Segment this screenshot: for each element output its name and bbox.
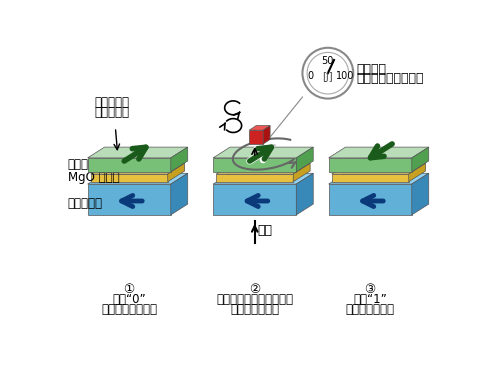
Polygon shape (408, 163, 426, 182)
Polygon shape (412, 173, 428, 215)
Text: MgO 絶縁層: MgO 絶縁層 (68, 171, 119, 184)
Text: 磁化が平行状態: 磁化が平行状態 (346, 303, 395, 315)
Text: を表す矢印: を表す矢印 (94, 106, 129, 119)
Polygon shape (328, 184, 412, 215)
Polygon shape (88, 147, 188, 158)
Polygon shape (213, 173, 313, 184)
Polygon shape (216, 163, 310, 174)
Text: 状態“0”: 状態“0” (112, 294, 146, 306)
Polygon shape (412, 147, 428, 172)
Polygon shape (293, 163, 310, 182)
Text: （トルクメーター）: （トルクメーター） (356, 72, 424, 85)
Polygon shape (171, 173, 188, 215)
Text: 100: 100 (336, 71, 355, 81)
Polygon shape (250, 126, 270, 130)
Polygon shape (168, 163, 184, 182)
Polygon shape (88, 158, 171, 172)
Text: ①: ① (124, 283, 135, 296)
Polygon shape (250, 130, 263, 144)
Text: ③: ③ (364, 283, 376, 296)
Polygon shape (216, 174, 293, 182)
Text: 磁化フリー層: 磁化フリー層 (68, 158, 110, 171)
Text: 回転力計: 回転力計 (356, 63, 386, 76)
Text: 磁化固定層: 磁化固定層 (68, 197, 102, 210)
Polygon shape (328, 158, 412, 172)
Polygon shape (296, 173, 313, 215)
Circle shape (307, 52, 348, 94)
Polygon shape (90, 163, 184, 174)
Text: 磁化が反平行状態: 磁化が反平行状態 (101, 303, 157, 315)
Text: 電流: 電流 (258, 224, 273, 237)
Polygon shape (328, 173, 428, 184)
Text: ②: ② (249, 283, 260, 296)
Polygon shape (328, 147, 428, 158)
Polygon shape (88, 173, 188, 184)
Text: 磁化の方向: 磁化の方向 (94, 96, 129, 109)
Circle shape (302, 48, 354, 98)
Polygon shape (263, 126, 270, 144)
Text: [J]: [J] (322, 72, 333, 82)
Polygon shape (213, 184, 296, 215)
Text: 磁化が回転する: 磁化が回転する (230, 303, 279, 315)
Polygon shape (296, 147, 313, 172)
Polygon shape (88, 184, 171, 215)
Polygon shape (213, 147, 313, 158)
Text: 50: 50 (322, 56, 334, 66)
Polygon shape (332, 174, 408, 182)
Text: 0: 0 (307, 71, 313, 81)
Polygon shape (213, 158, 296, 172)
Text: 電流が作るトルクにより: 電流が作るトルクにより (216, 294, 293, 306)
Polygon shape (332, 163, 426, 174)
Polygon shape (90, 174, 168, 182)
Text: 状態“1”: 状態“1” (354, 294, 387, 306)
Polygon shape (171, 147, 188, 172)
